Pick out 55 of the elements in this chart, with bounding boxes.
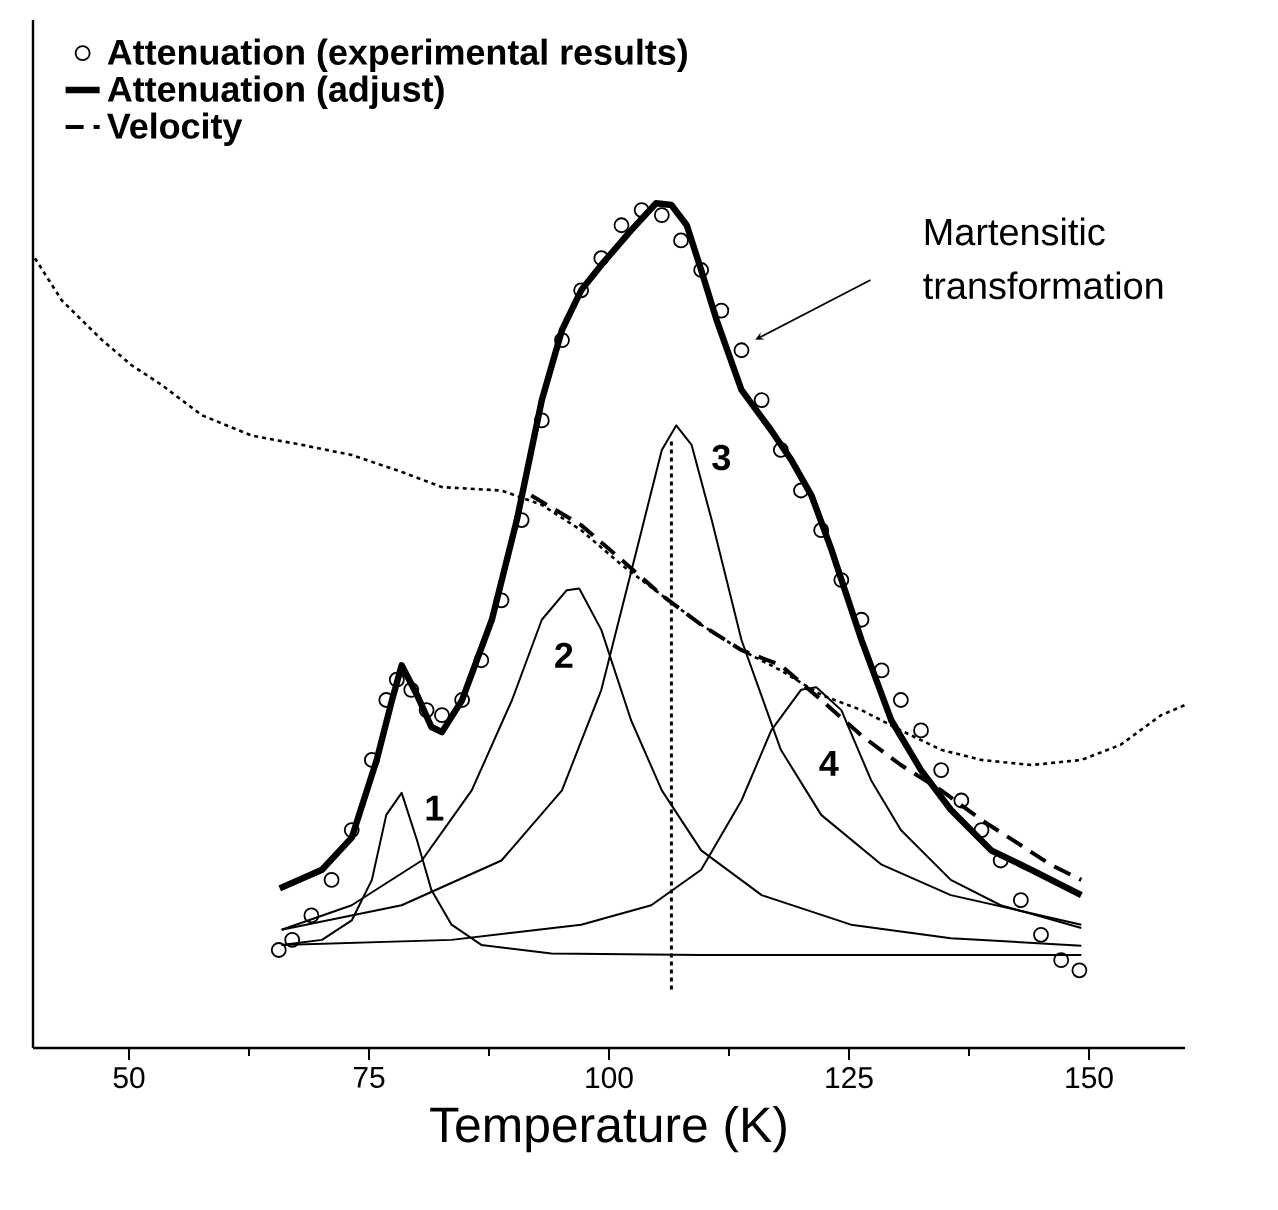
point bbox=[953, 792, 970, 809]
x-tick-label: 100 bbox=[586, 1067, 633, 1089]
point bbox=[1012, 892, 1029, 909]
point bbox=[892, 692, 909, 708]
point bbox=[343, 822, 360, 838]
point bbox=[493, 592, 510, 609]
point bbox=[973, 822, 990, 838]
point bbox=[1053, 952, 1070, 969]
point bbox=[513, 512, 530, 528]
annotation: 4 bbox=[819, 750, 839, 776]
point bbox=[833, 572, 850, 588]
point bbox=[573, 282, 590, 299]
point bbox=[284, 931, 301, 948]
annotation: Martensitic transformation bbox=[923, 217, 1163, 300]
point bbox=[873, 662, 890, 679]
point bbox=[733, 342, 750, 359]
point bbox=[418, 702, 435, 719]
x-tick-label: 125 bbox=[826, 1067, 873, 1089]
point bbox=[992, 852, 1009, 869]
point bbox=[793, 482, 809, 499]
point bbox=[673, 232, 689, 249]
point bbox=[454, 692, 471, 708]
point bbox=[270, 942, 287, 958]
point bbox=[693, 262, 710, 278]
point bbox=[633, 202, 650, 218]
point bbox=[533, 412, 550, 429]
point bbox=[388, 671, 405, 688]
point bbox=[554, 332, 570, 349]
point bbox=[813, 522, 830, 539]
x-tick-label: 50 bbox=[113, 1067, 145, 1089]
point bbox=[613, 217, 630, 234]
point bbox=[303, 907, 320, 924]
point bbox=[913, 722, 929, 739]
legend-label: Attenuation (adjust) bbox=[107, 75, 444, 110]
x-axis-title: Temperature (K) bbox=[430, 1105, 786, 1153]
x-tick-label: 75 bbox=[353, 1067, 385, 1088]
point bbox=[772, 442, 789, 458]
point bbox=[753, 392, 770, 409]
point bbox=[403, 681, 420, 698]
point bbox=[653, 207, 670, 224]
point bbox=[1033, 926, 1049, 943]
legend-label: Velocity bbox=[107, 112, 243, 146]
legend-label: Attenuation (experimental results) bbox=[107, 38, 687, 73]
annotation: 1 bbox=[426, 795, 444, 821]
point bbox=[323, 872, 340, 888]
point bbox=[473, 652, 490, 669]
point bbox=[363, 752, 380, 768]
point bbox=[713, 302, 730, 319]
point bbox=[933, 762, 950, 778]
point bbox=[1071, 962, 1088, 979]
x-tick-label: 150 bbox=[1066, 1067, 1113, 1089]
point bbox=[434, 707, 450, 724]
annotation: 3 bbox=[712, 444, 731, 471]
annotation: 2 bbox=[555, 642, 573, 668]
point bbox=[593, 250, 610, 267]
